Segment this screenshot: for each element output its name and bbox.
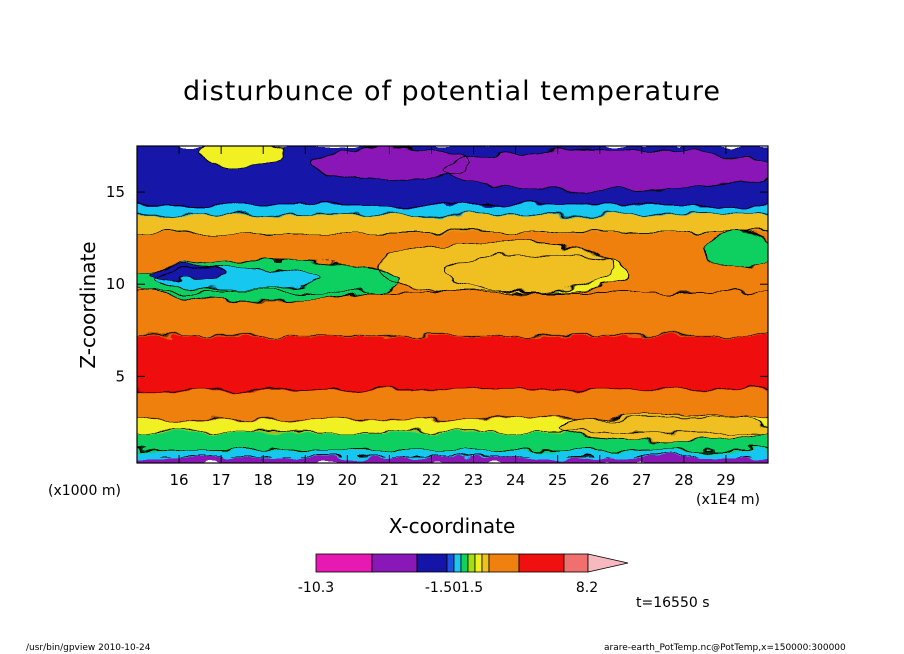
colorbar-label: -1.50 — [425, 580, 461, 596]
x-tick-label: 24 — [506, 471, 525, 489]
colorbar-swatch — [474, 553, 483, 573]
x-tick-label: 20 — [338, 471, 357, 489]
y-tick-label: 15 — [106, 183, 125, 201]
contour-feature-8 — [704, 232, 768, 270]
colorbar-swatch — [467, 553, 476, 573]
chart-title: disturbunce of potential temperature — [183, 76, 721, 107]
contour-band-9 — [137, 204, 768, 216]
x-tick-label: 27 — [632, 471, 651, 489]
contour-feature-line-4 — [149, 265, 226, 281]
colorbar-swatch — [481, 553, 490, 573]
colorbar-swatch — [460, 553, 469, 573]
x-tick-label: 23 — [464, 471, 483, 489]
footer-left: /usr/bin/gpview 2010-10-24 — [26, 643, 151, 653]
x-tick-label: 22 — [422, 471, 441, 489]
footer-right: arare-earth_PotTemp.nc@PotTemp,x=150000:… — [604, 643, 846, 653]
y-tick-label: 5 — [115, 367, 125, 385]
contour-feature-line-6 — [439, 149, 768, 191]
contour-feature-line-3 — [153, 267, 323, 291]
colorbar-extension — [587, 553, 629, 573]
x-tick-label: 26 — [590, 471, 609, 489]
contour-feature-5 — [309, 147, 470, 182]
colorbar-swatch — [518, 553, 565, 573]
y-tick-label: 10 — [106, 275, 125, 293]
x-tick-label: 16 — [170, 471, 189, 489]
colorbar-swatch — [563, 553, 589, 573]
colorbar: -10.3 -1.50 1.5 8.2 — [298, 553, 629, 596]
contour-feature-line-2 — [137, 259, 399, 302]
colorbar-swatch — [446, 553, 455, 573]
contour-band-0 — [137, 457, 768, 463]
y-axis-unit: (x1000 m) — [48, 483, 121, 499]
colorbar-label: -10.3 — [298, 580, 334, 596]
colorbar-label: 8.2 — [576, 580, 598, 596]
contour-band-5 — [137, 335, 768, 391]
x-tick-label: 28 — [674, 471, 693, 489]
time-annotation: t=16550 s — [636, 595, 710, 611]
contour-band-8 — [137, 214, 768, 234]
contour-field — [137, 146, 768, 463]
contour-feature-line-1 — [376, 241, 613, 294]
colorbar-label: 1.5 — [461, 580, 483, 596]
x-axis-unit: (x1E4 m) — [696, 492, 760, 508]
x-tick-label: 18 — [254, 471, 273, 489]
colorbar-swatch — [453, 553, 462, 573]
x-axis-label: X-coordinate — [388, 514, 516, 538]
colorbar-swatch — [315, 553, 373, 573]
plot-frame — [136, 145, 769, 464]
colorbar-swatch — [371, 553, 418, 573]
axes: 16 17 18 19 20 21 22 23 24 25 26 27 28 29 5 10 15 — [106, 146, 768, 489]
x-tick-label: 19 — [296, 471, 315, 489]
contour-feature-4 — [149, 265, 226, 281]
contour-feature-9 — [557, 415, 768, 441]
contour-lines — [137, 146, 768, 458]
x-tick-label: 21 — [380, 471, 399, 489]
x-tick-label: 17 — [212, 471, 231, 489]
x-tick-label: 25 — [548, 471, 567, 489]
contour-feature-line-8 — [704, 232, 768, 270]
colorbar-swatch — [488, 553, 520, 573]
contour-feature-6 — [439, 149, 768, 191]
contour-feature-line-7 — [199, 146, 285, 167]
x-tick-label: 29 — [716, 471, 735, 489]
colorbar-swatch — [416, 553, 448, 573]
contour-band-1 — [137, 450, 768, 459]
